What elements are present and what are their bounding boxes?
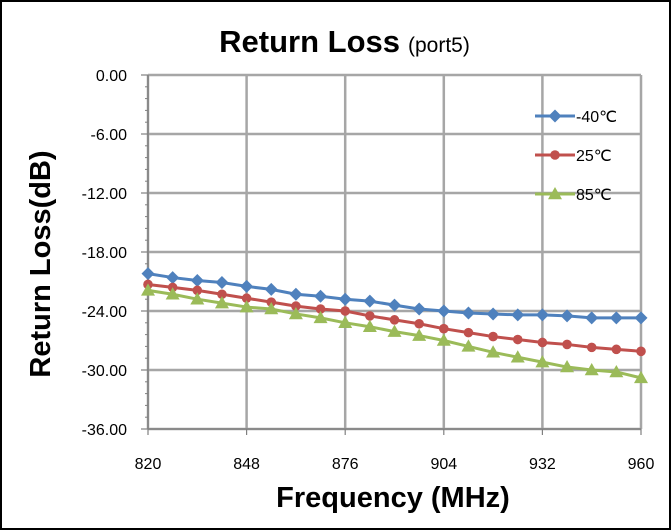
data-point bbox=[241, 293, 252, 304]
data-point bbox=[338, 292, 352, 306]
data-point bbox=[562, 339, 572, 350]
legend-label: 85℃ bbox=[576, 187, 612, 204]
data-point bbox=[338, 315, 353, 329]
y-tick-label: -30.00 bbox=[82, 363, 127, 380]
data-point bbox=[291, 301, 301, 311]
data-point bbox=[264, 302, 279, 315]
y-tick-label: 0.00 bbox=[96, 68, 127, 85]
data-point bbox=[365, 311, 375, 321]
data-point bbox=[362, 319, 377, 332]
data-point bbox=[387, 324, 402, 337]
data-point bbox=[488, 331, 498, 342]
data-point bbox=[141, 267, 155, 281]
data-point bbox=[363, 294, 377, 308]
data-point bbox=[535, 355, 550, 368]
data-point bbox=[512, 334, 523, 345]
data-point bbox=[264, 282, 278, 296]
data-point bbox=[190, 274, 204, 288]
y-tick-label: -36.00 bbox=[82, 422, 127, 439]
chart-subtitle: (port5) bbox=[408, 34, 470, 57]
data-point bbox=[240, 279, 254, 293]
legend-marker bbox=[548, 187, 562, 200]
legend-label: -40℃ bbox=[576, 109, 617, 126]
data-point bbox=[636, 346, 646, 357]
data-point bbox=[584, 363, 599, 376]
data-point bbox=[585, 311, 599, 325]
data-point bbox=[239, 300, 254, 313]
data-point bbox=[192, 285, 203, 296]
data-point bbox=[315, 304, 326, 314]
data-point bbox=[412, 302, 426, 316]
data-point bbox=[439, 323, 449, 334]
data-point bbox=[634, 370, 648, 384]
data-point bbox=[609, 364, 624, 378]
data-point bbox=[511, 308, 525, 322]
data-point bbox=[166, 271, 180, 285]
y-tick-label: -24.00 bbox=[82, 304, 127, 321]
data-point bbox=[437, 304, 451, 318]
legend-marker bbox=[548, 109, 562, 123]
data-point bbox=[461, 339, 476, 352]
data-point bbox=[537, 337, 548, 348]
x-tick-label: 848 bbox=[233, 456, 260, 473]
legend-label: 25℃ bbox=[576, 148, 612, 165]
data-point bbox=[535, 308, 549, 322]
data-point bbox=[165, 287, 180, 300]
y-axis-title: Return Loss(dB) bbox=[25, 150, 57, 377]
x-tick-label: 904 bbox=[430, 456, 457, 473]
data-point bbox=[560, 309, 574, 323]
data-point bbox=[611, 344, 622, 355]
data-point bbox=[389, 315, 400, 325]
data-point bbox=[288, 306, 303, 320]
data-point bbox=[414, 318, 424, 329]
x-tick-label: 932 bbox=[529, 456, 556, 473]
data-point bbox=[215, 275, 229, 289]
data-point bbox=[486, 345, 501, 358]
x-tick-label: 876 bbox=[332, 456, 359, 473]
x-tick-label: 960 bbox=[628, 456, 655, 473]
data-point bbox=[314, 289, 328, 303]
chart-title: Return Loss bbox=[219, 24, 400, 59]
data-point bbox=[214, 296, 229, 309]
y-tick-label: -6.00 bbox=[91, 127, 128, 144]
data-point bbox=[486, 307, 500, 321]
y-tick-label: -18.00 bbox=[82, 245, 127, 262]
x-axis-title: Frequency (MHz) bbox=[276, 482, 510, 514]
y-tick-label: -12.00 bbox=[82, 186, 127, 203]
plot-area: 0.00 -6.00 -12.00 -18.00 -24.00 -30.00 -36.00 8… bbox=[82, 68, 655, 473]
data-point bbox=[141, 283, 155, 296]
data-point bbox=[560, 360, 575, 373]
data-point bbox=[461, 306, 475, 320]
data-point bbox=[289, 287, 303, 301]
data-point bbox=[313, 310, 328, 324]
x-tick-label: 820 bbox=[135, 456, 162, 473]
legend-marker bbox=[550, 150, 560, 160]
data-point bbox=[586, 342, 597, 353]
data-point bbox=[463, 327, 474, 338]
data-point bbox=[340, 306, 351, 316]
data-point bbox=[190, 292, 205, 305]
data-point bbox=[217, 289, 227, 300]
data-point bbox=[510, 350, 525, 363]
data-point bbox=[609, 311, 623, 325]
data-point bbox=[634, 311, 648, 325]
data-point bbox=[388, 298, 401, 312]
data-point bbox=[412, 328, 427, 341]
data-point bbox=[436, 333, 451, 346]
